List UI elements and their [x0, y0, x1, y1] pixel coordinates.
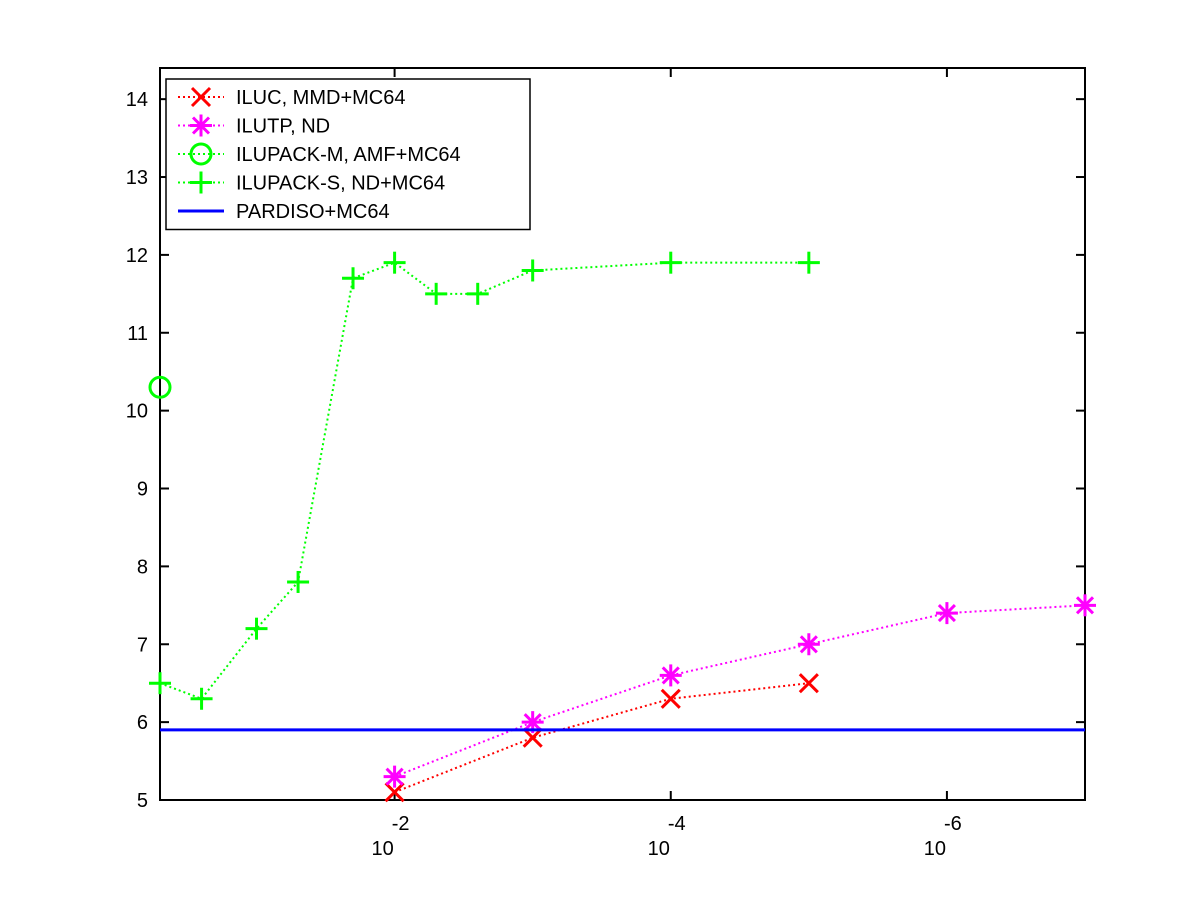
legend-item: ILUTP, ND [178, 114, 330, 138]
series-line [394, 604, 1086, 778]
y-tick-label: 7 [137, 634, 148, 656]
data-point-star [799, 635, 818, 654]
data-point-star [937, 604, 956, 623]
y-tick-label: 11 [127, 323, 148, 345]
legend-item: ILUPACK-S, ND+MC64 [178, 171, 445, 195]
legend: ILUC, MMD+MC64 ILUTP, ND ILUPACK-M, AMF+MC… [165, 78, 531, 231]
legend-label: ILUPACK-M, AMF+MC64 [236, 144, 461, 166]
data-point-circle [148, 375, 172, 399]
y-tick-label: 6 [137, 712, 148, 734]
legend-item: PARDISO+MC64 [178, 201, 390, 223]
y-tick-label: 8 [137, 556, 148, 578]
series-2 [148, 375, 172, 399]
x-tick-label-base: 10 [924, 838, 946, 860]
series-line [394, 682, 809, 794]
data-point-star [385, 767, 404, 786]
y-tick-label: 9 [137, 479, 148, 501]
data-point-x [522, 727, 543, 748]
y-tick-label: 10 [126, 401, 148, 423]
legend-item: ILUC, MMD+MC64 [178, 86, 405, 109]
x-tick-label-exponent: -2 [392, 813, 410, 835]
series-0 [384, 673, 819, 803]
legend-item: ILUPACK-M, AMF+MC64 [178, 142, 461, 166]
data-point-x [798, 673, 819, 694]
y-tick-label: 13 [126, 167, 148, 189]
y-tick-label: 12 [126, 245, 148, 267]
data-point-star [523, 713, 542, 732]
x-tick-label-base: 10 [371, 838, 393, 860]
y-tick-label: 5 [137, 790, 148, 812]
plot-frame [159, 67, 1086, 801]
legend-label: PARDISO+MC64 [236, 201, 390, 223]
x-tick-label-base: 10 [648, 838, 670, 860]
legend-label: ILUTP, ND [236, 116, 330, 138]
data-point-star [191, 116, 211, 135]
data-point-star [1075, 596, 1095, 615]
y-tick-label: 14 [126, 89, 148, 111]
data-point-x [190, 86, 212, 108]
legend-box [165, 78, 531, 231]
series-3 [149, 251, 820, 710]
x-tick-label-exponent: -6 [944, 813, 962, 835]
data-point-star [661, 666, 680, 685]
data-point-x [384, 782, 405, 803]
legend-label: ILUPACK-S, ND+MC64 [236, 173, 445, 195]
data-point-circle [189, 142, 213, 166]
series-1 [383, 594, 1096, 788]
legend-label: ILUC, MMD+MC64 [236, 87, 405, 109]
data-point-x [660, 688, 681, 709]
x-tick-label-exponent: -4 [668, 813, 686, 835]
